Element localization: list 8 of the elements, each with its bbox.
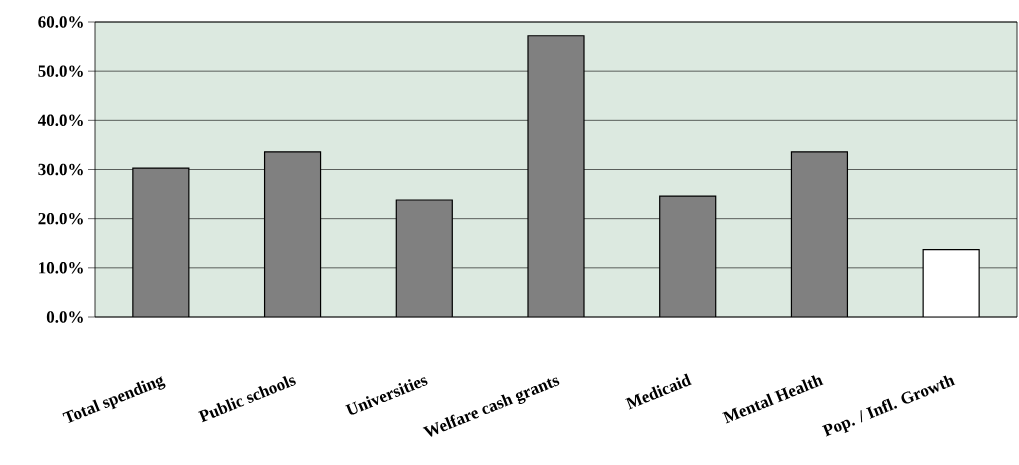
y-tick-label: 30.0% xyxy=(38,163,83,176)
y-tick-label: 50.0% xyxy=(38,65,83,77)
y-tick-label: 10.0% xyxy=(39,262,83,274)
y-tick-label: 20.0% xyxy=(38,212,83,225)
y-tick-label: 0.0% xyxy=(46,311,83,323)
x-tick-label: Public schools xyxy=(197,376,296,423)
y-tick-label: 60.0% xyxy=(38,16,83,28)
y-tick-label: 40.0% xyxy=(37,114,83,127)
